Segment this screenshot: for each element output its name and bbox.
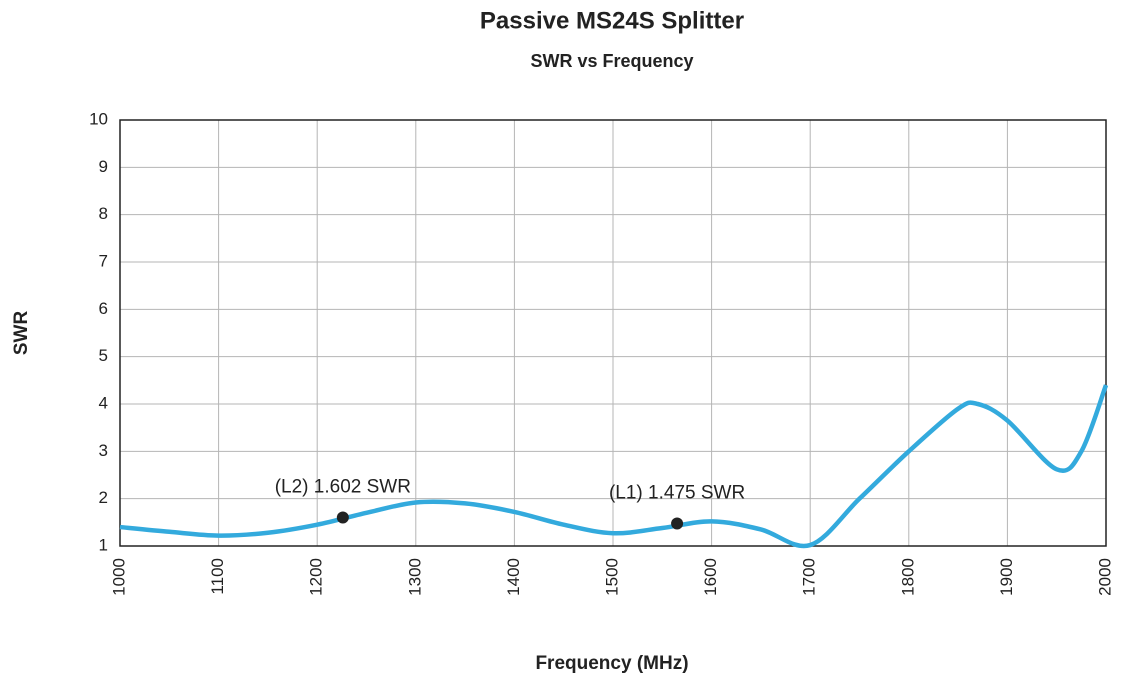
line-series: [119, 384, 1109, 549]
marker: [671, 517, 684, 530]
y-tick-label: 4: [99, 393, 108, 412]
x-tick-label: 1400: [504, 558, 523, 596]
x-tick-label: 1800: [898, 558, 917, 596]
chart-title: Passive MS24S Splitter: [480, 7, 744, 34]
y-tick-label: 5: [99, 346, 108, 365]
x-tick-label: 1200: [307, 558, 326, 596]
plot-frame: [119, 119, 1107, 547]
annotation: (L1) 1.475 SWR: [609, 483, 745, 504]
x-axis-label: Frequency (MHz): [535, 653, 688, 674]
y-axis-label: SWR: [11, 311, 32, 356]
x-tick-label: 1600: [701, 558, 720, 596]
x-tick-label: 1300: [405, 558, 424, 596]
x-tick-label: 1900: [997, 558, 1016, 596]
x-tick-label: 1000: [109, 558, 128, 596]
x-tick-label: 1500: [602, 558, 621, 596]
annotation: (L2) 1.602 SWR: [275, 477, 411, 498]
y-tick-label: 9: [99, 157, 108, 176]
y-tick-label: 6: [99, 299, 108, 318]
y-tick-label: 2: [99, 488, 108, 507]
chart-subtitle: SWR vs Frequency: [530, 51, 693, 71]
y-tick-label: 7: [99, 251, 108, 270]
x-tick-label: 1700: [800, 558, 819, 596]
y-tick-label: 8: [99, 204, 108, 223]
y-tick-label: 1: [99, 535, 108, 554]
y-tick-label: 10: [89, 109, 108, 128]
x-tick-label: 1100: [208, 558, 227, 595]
x-tick-label: 2000: [1095, 558, 1114, 596]
marker: [336, 511, 349, 524]
y-tick-label: 3: [99, 441, 108, 460]
